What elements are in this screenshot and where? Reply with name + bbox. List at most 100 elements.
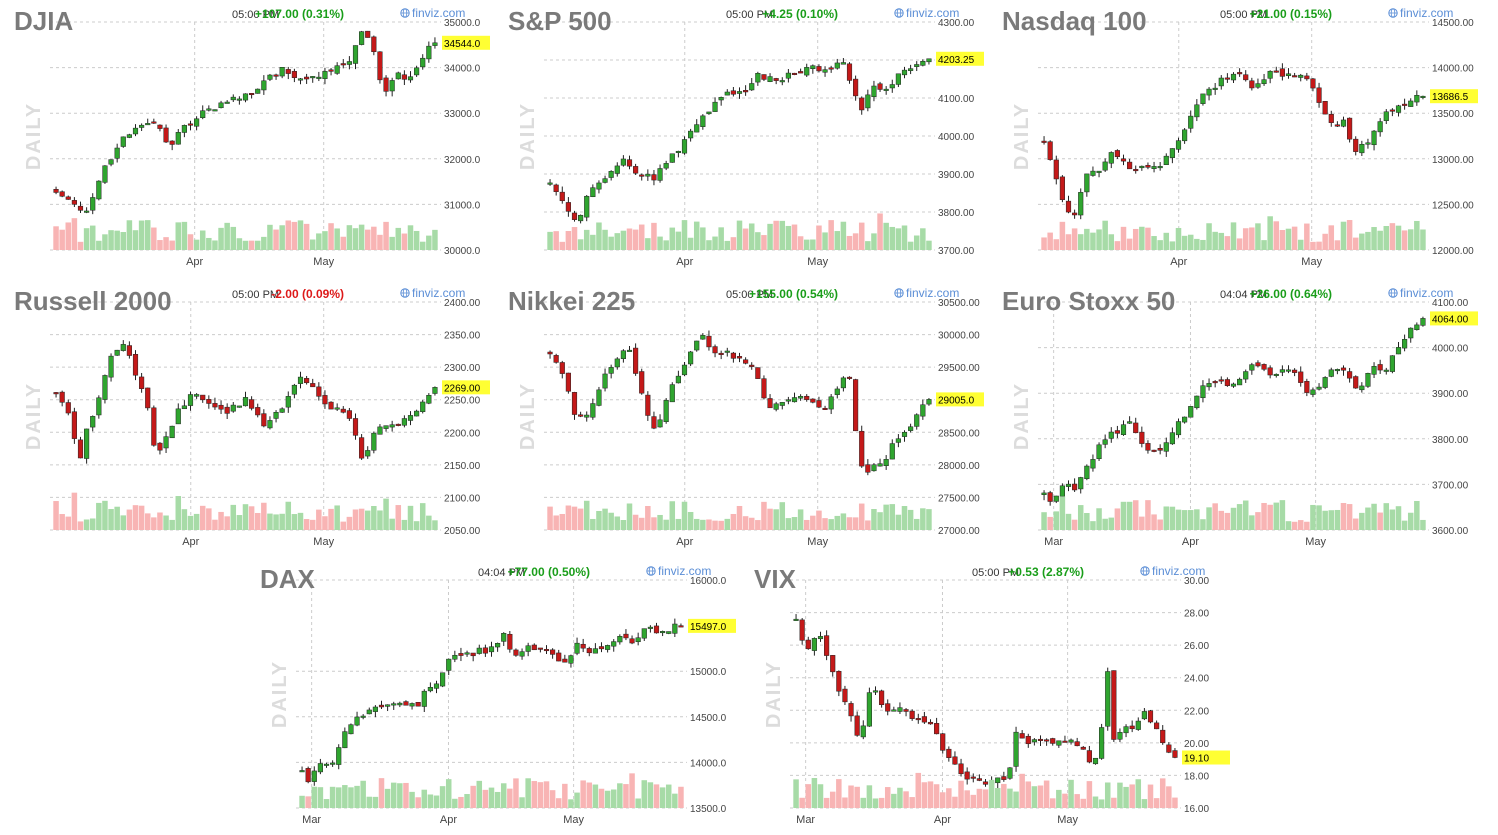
volume-bar: [254, 240, 261, 250]
candle-body: [1340, 119, 1347, 127]
y-tick-label: 3700.00: [938, 246, 975, 257]
volume-bar: [641, 780, 648, 808]
candle-body: [1310, 389, 1316, 395]
volume-bar: [562, 783, 568, 808]
volume-bar: [1420, 229, 1426, 250]
candle-body: [169, 140, 175, 145]
candle-body: [846, 63, 853, 81]
volume-bar: [1328, 510, 1335, 530]
volume-bar: [1389, 509, 1396, 530]
candle-body: [1383, 111, 1389, 121]
volume-bar: [852, 233, 859, 250]
volume-bar: [1328, 225, 1335, 250]
volume-bar: [672, 793, 678, 808]
x-tick-label: Mar: [1044, 536, 1063, 548]
globe-icon: [894, 8, 904, 18]
candle-body: [635, 637, 641, 643]
y-tick-label: 14000.0: [690, 758, 727, 769]
candle-body: [879, 690, 885, 705]
candle-body: [476, 647, 482, 654]
candlestick-chart: DAILY4300.004200.004100.004000.003900.00…: [508, 6, 984, 268]
candle-body: [556, 652, 562, 662]
candle-body: [590, 403, 596, 418]
volume-bar: [590, 234, 596, 250]
volume-bar: [1285, 521, 1292, 530]
volume-bar: [946, 788, 952, 808]
volume-bar: [553, 515, 559, 530]
volume-bar: [1236, 504, 1243, 530]
y-tick-label: 15000.0: [690, 667, 727, 678]
volume-bar: [1175, 227, 1182, 250]
candle-body: [976, 778, 982, 781]
volume-bar: [1346, 504, 1353, 530]
volume-bar: [366, 796, 373, 808]
volume-bar: [791, 224, 798, 250]
finviz-brand: finviz.com: [906, 286, 959, 300]
volume-bar: [913, 235, 920, 250]
candle-body: [377, 426, 383, 435]
volume-bar: [1194, 509, 1200, 530]
volume-bar: [565, 505, 572, 530]
volume-bar: [1065, 513, 1072, 530]
volume-bar: [693, 221, 700, 250]
candle-body: [921, 716, 927, 723]
candle-body: [1053, 159, 1059, 180]
volume-bar: [779, 220, 786, 250]
y-tick-label: 2350.00: [444, 331, 481, 342]
candle-body: [1041, 140, 1047, 143]
volume-bar: [952, 796, 958, 808]
candle-body: [1194, 104, 1200, 118]
candle-body: [657, 419, 663, 428]
globe-icon: [1142, 566, 1148, 576]
volume-bar: [602, 508, 608, 530]
volume-bar: [445, 779, 452, 808]
volume-bar: [1230, 507, 1237, 530]
candle-body: [804, 67, 810, 76]
volume-bar: [389, 518, 395, 530]
candle-body: [407, 76, 414, 81]
candle-body: [1123, 726, 1129, 734]
candle-body: [531, 644, 537, 651]
candle-body: [378, 704, 385, 708]
volume-bar: [108, 509, 114, 530]
volume-bar: [724, 240, 731, 250]
candle-body: [389, 80, 395, 92]
candle-body: [1084, 465, 1090, 479]
candle-body: [1031, 739, 1037, 743]
candle-body: [1169, 432, 1175, 445]
candle-body: [432, 387, 438, 394]
volume-bar: [1407, 229, 1414, 250]
candle-body: [889, 84, 895, 89]
candle-body: [132, 127, 139, 135]
volume-bar: [1043, 780, 1050, 808]
volume-bar: [852, 517, 859, 530]
volume-bar: [254, 512, 261, 530]
volume-bar: [976, 788, 983, 808]
volume-bar: [810, 239, 816, 250]
volume-bar: [829, 791, 836, 808]
y-tick-label: 12000.00: [1432, 246, 1474, 257]
volume-bar: [494, 791, 501, 808]
candle-body: [414, 410, 420, 417]
volume-bar: [712, 520, 718, 530]
volume-bar: [464, 794, 470, 808]
y-tick-label: 31000.0: [444, 200, 481, 211]
volume-bar: [791, 517, 798, 530]
volume-bar: [132, 505, 139, 530]
volume-bar: [779, 502, 786, 530]
candle-body: [681, 139, 688, 154]
candle-body: [816, 66, 822, 72]
volume-bar: [458, 796, 464, 808]
candle-body: [1019, 733, 1025, 739]
volume-bar: [620, 230, 627, 250]
volume-bar: [1200, 519, 1206, 530]
candle-body: [914, 64, 920, 67]
volume-bar: [913, 518, 920, 530]
candle-body: [901, 69, 908, 76]
volume-bar: [285, 220, 292, 250]
candle-body: [828, 67, 834, 70]
volume-bar: [1090, 521, 1096, 530]
candle-body: [206, 108, 212, 111]
volume-bar: [1249, 515, 1255, 530]
chart-title: Nikkei 225: [508, 286, 635, 316]
